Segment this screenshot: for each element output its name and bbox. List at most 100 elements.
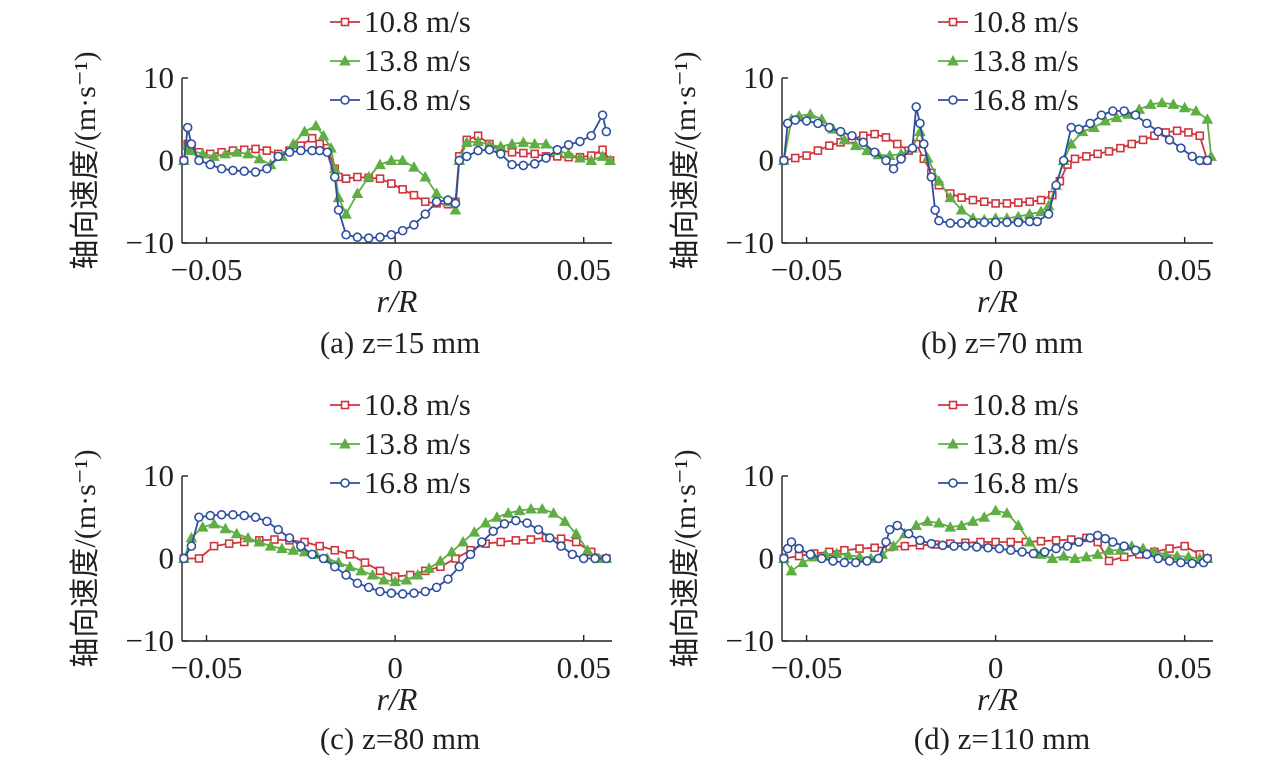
data-point — [559, 515, 571, 526]
legend-label: 13.8 m/s — [364, 426, 471, 461]
data-point — [397, 589, 408, 599]
data-point — [1069, 552, 1081, 563]
data-point — [933, 175, 945, 186]
data-point — [581, 544, 594, 555]
data-point — [1062, 541, 1073, 551]
data-point — [971, 542, 982, 552]
data-point — [1100, 533, 1111, 544]
data-point — [828, 556, 838, 566]
data-point — [341, 174, 351, 183]
data-point — [273, 524, 283, 535]
y-axis-label: 轴向速度/(m·s⁻¹) — [669, 449, 702, 667]
data-point — [273, 151, 283, 162]
x-axis-label: r/R — [977, 283, 1018, 319]
data-point — [340, 208, 352, 219]
data-point — [1013, 198, 1023, 207]
x-tick-label: 0 — [387, 252, 403, 287]
data-point — [1043, 209, 1054, 219]
data-point — [513, 504, 526, 516]
data-point — [219, 522, 232, 534]
x-tick-label: 0.05 — [1158, 650, 1212, 685]
data-point — [409, 588, 419, 598]
x-tick-label: 0 — [988, 252, 1004, 287]
data-point — [1202, 553, 1213, 564]
data-point — [530, 149, 539, 159]
data-point — [1039, 547, 1050, 557]
legend-marker — [948, 95, 958, 105]
data-point — [1066, 122, 1077, 133]
x-axis-label: r/R — [377, 283, 418, 319]
x-tick-label: −0.05 — [171, 252, 243, 287]
data-point — [363, 582, 374, 593]
data-point — [979, 217, 990, 228]
data-point — [318, 553, 329, 564]
data-point — [918, 139, 929, 149]
data-point — [1073, 124, 1084, 134]
data-point — [830, 547, 843, 559]
data-point — [1005, 545, 1016, 556]
data-point — [596, 150, 609, 161]
data-point — [454, 155, 465, 166]
data-point — [794, 543, 804, 554]
data-point — [345, 550, 355, 559]
data-point — [344, 560, 356, 572]
data-point — [1104, 556, 1114, 566]
data-point — [1035, 205, 1047, 217]
data-point — [528, 137, 541, 149]
data-point — [353, 172, 362, 182]
data-point — [955, 203, 968, 215]
data-point — [1178, 101, 1191, 113]
y-tick-label: 0 — [759, 143, 775, 178]
data-point — [870, 543, 879, 553]
data-point — [449, 203, 462, 215]
data-point — [813, 118, 823, 129]
data-point — [1028, 548, 1039, 559]
data-point — [317, 129, 330, 141]
panel-caption: (c) z=80 mm — [320, 721, 480, 756]
data-point — [216, 509, 227, 520]
data-point — [1006, 537, 1016, 547]
data-point — [454, 561, 465, 572]
series-circle — [779, 102, 1213, 228]
data-point — [519, 148, 528, 158]
data-point — [842, 549, 855, 560]
data-point — [375, 566, 385, 576]
legend-marker — [339, 437, 351, 449]
data-point — [409, 190, 419, 200]
data-point — [1057, 549, 1070, 561]
data-point — [529, 159, 540, 169]
data-point — [314, 145, 325, 156]
chart-panel-3: −10 0 10 −0.05 0 0.05 r/R 轴向速度/(m·s⁻¹) (d) z=110… — [669, 387, 1214, 756]
data-point — [262, 163, 272, 174]
data-point — [978, 511, 991, 522]
data-point — [1153, 553, 1163, 564]
data-point — [341, 570, 351, 580]
data-point — [949, 541, 959, 551]
data-point — [1103, 544, 1115, 555]
data-point — [779, 155, 789, 166]
data-point — [1017, 547, 1027, 557]
data-point — [601, 553, 612, 564]
data-point — [926, 538, 937, 549]
legend-label: 16.8 m/s — [364, 465, 471, 500]
data-point — [1025, 197, 1034, 207]
series-circle — [779, 520, 1213, 569]
x-tick-label: 0.05 — [1158, 252, 1212, 287]
data-point — [585, 154, 598, 165]
data-point — [574, 151, 586, 163]
data-point — [994, 543, 1005, 554]
data-point — [989, 504, 1002, 516]
panel-caption: (b) z=70 mm — [921, 325, 1083, 360]
data-point — [944, 521, 957, 532]
data-point — [802, 151, 811, 160]
data-point — [957, 193, 966, 202]
y-axis-label: 轴向速度/(m·s⁻¹) — [669, 51, 702, 269]
series-circle — [179, 110, 612, 243]
data-point — [398, 185, 407, 194]
data-point — [250, 167, 261, 177]
data-point — [307, 133, 317, 143]
data-point — [443, 195, 453, 205]
data-point — [1073, 537, 1084, 547]
data-point — [329, 172, 340, 182]
